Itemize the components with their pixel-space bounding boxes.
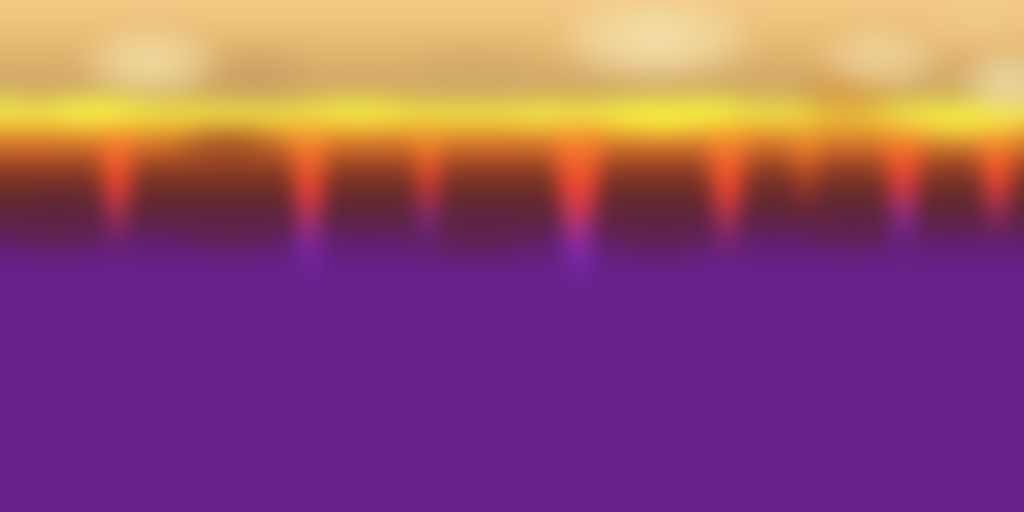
brown-wave-blob: [143, 111, 313, 181]
dark-wave-blob: [140, 184, 320, 272]
yellow-glow-blob: [652, 83, 772, 133]
dark-wave-blob: [0, 176, 155, 272]
dark-wave-blob: [358, 183, 598, 281]
yellow-glow-blob: [735, 95, 845, 137]
